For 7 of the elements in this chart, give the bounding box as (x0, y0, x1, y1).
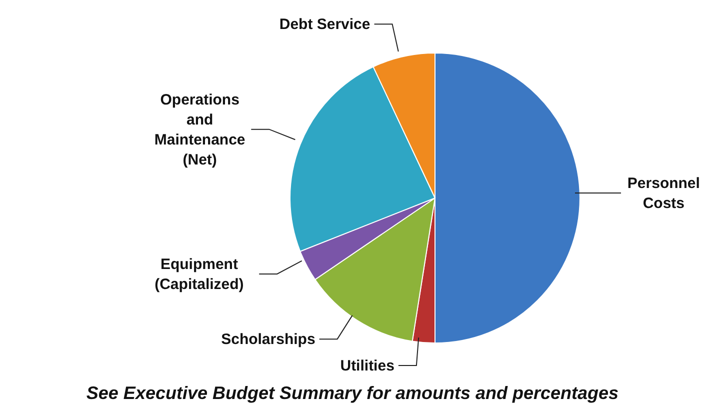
text: See Executive Budget Summary for amounts and percentages (85, 383, 620, 404)
slice-label: Debt Service (279, 16, 370, 33)
slice-label: Personnel Costs (627, 174, 700, 212)
slice-label: Equipment (Capitalized) (154, 255, 244, 292)
slice-label: Utilities (340, 356, 394, 374)
slice-label: Operations and Maintenance (Net) (154, 90, 246, 168)
slice-label: Scholarships (221, 330, 316, 348)
